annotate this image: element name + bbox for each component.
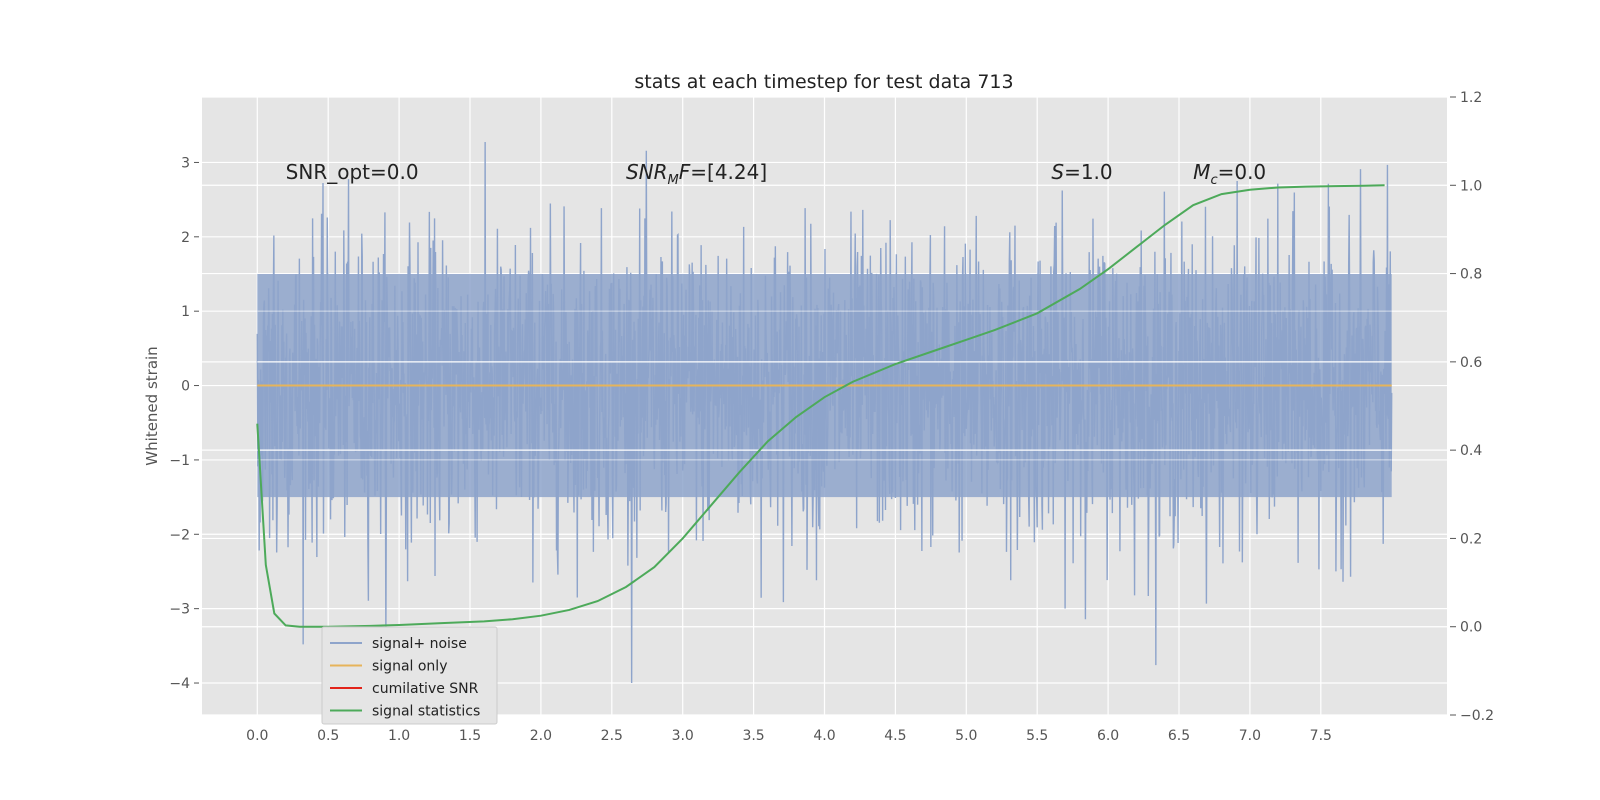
y-tick-label: −4 (169, 676, 190, 692)
annotation-1: SNRMF=[4.24] (626, 160, 767, 188)
y2-tick-label: 0.6 (1460, 355, 1482, 371)
legend-label: cumilative SNR (372, 681, 479, 697)
annotation-3: Mc=0.0 (1193, 160, 1266, 188)
y-axis-right: 1.2 1.0 0.8 0.6 0.4 0.2 0.0 −0.2 (1450, 90, 1494, 724)
x-tick-label: 3.0 (672, 728, 694, 744)
y-tick-label: 0 (181, 379, 190, 395)
y-tick-label: 2 (181, 230, 190, 246)
x-tick-label: 1.0 (388, 728, 410, 744)
x-tick-label: 2.5 (601, 728, 623, 744)
legend-box (321, 626, 498, 725)
y-tick-label: 3 (181, 155, 190, 171)
y-axis-left: 3 2 1 0 −1 −2 −3 −4 (169, 155, 199, 692)
series-lines (256, 184, 1392, 628)
x-tick-label: 2.0 (530, 728, 552, 744)
y2-tick-label: −0.2 (1460, 708, 1494, 724)
x-tick-label: 3.5 (742, 728, 764, 744)
y2-tick-label: 0.0 (1460, 620, 1482, 636)
y-tick-label: −3 (169, 602, 190, 618)
x-tick-label: 5.0 (955, 728, 977, 744)
annotation-2: S=1.0 (1051, 160, 1112, 184)
legend-label: signal statistics (372, 704, 480, 720)
x-tick-label: 6.0 (1097, 728, 1119, 744)
x-tick-label: 4.5 (884, 728, 906, 744)
x-tick-label: 4.0 (813, 728, 835, 744)
x-tick-label: 7.5 (1310, 728, 1332, 744)
x-tick-label: 1.5 (459, 728, 481, 744)
x-axis: 0.0 0.5 1.0 1.5 2.0 2.5 3.0 3.5 4.0 4.5 5.0 5.5 6.0 6… (246, 728, 1332, 744)
annotation-0: SNR_opt=0.0 (286, 160, 419, 184)
x-tick-label: 7.0 (1239, 728, 1261, 744)
y2-tick-label: 0.4 (1460, 443, 1482, 459)
x-tick-label: 5.5 (1026, 728, 1048, 744)
y-tick-label: 1 (181, 304, 190, 320)
y2-tick-label: 1.0 (1460, 178, 1482, 194)
x-tick-label: 0.0 (246, 728, 268, 744)
y2-tick-label: 0.8 (1460, 267, 1482, 283)
series-line-3 (256, 184, 1385, 628)
y-axis-label: Whitened strain (143, 346, 161, 465)
y-tick-label: −1 (169, 453, 190, 469)
legend-label: signal only (372, 659, 447, 675)
y2-tick-label: 1.2 (1460, 90, 1482, 106)
x-tick-label: 0.5 (317, 728, 339, 744)
legend: signal+ noise signal only cumilative SNR si… (321, 626, 498, 725)
y2-tick-label: 0.2 (1460, 531, 1482, 547)
y-tick-label: −2 (169, 527, 190, 543)
legend-label: signal+ noise (372, 636, 467, 652)
noise-line (256, 141, 1393, 684)
x-tick-label: 6.5 (1168, 728, 1190, 744)
annotations: SNR_opt=0.0 SNRMF=[4.24] S=1.0 Mc=0.0 (286, 160, 1267, 188)
chart-title: stats at each timestep for test data 713 (634, 71, 1013, 93)
